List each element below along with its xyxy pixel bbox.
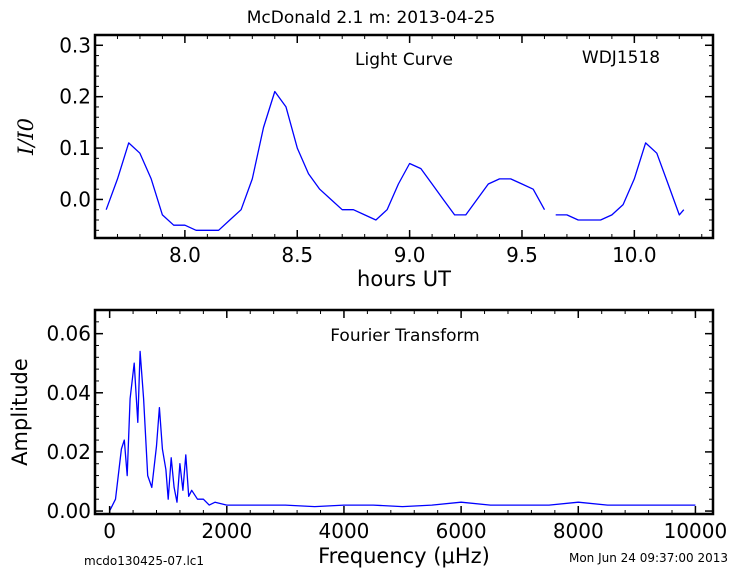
panel-1-annotation: Light Curve: [355, 50, 453, 70]
panel-2-y-tick-label: 0.00: [46, 499, 91, 523]
panel-2-x-tick-label: 6000: [436, 519, 487, 543]
panel-2-x-tick-label: 4000: [319, 519, 370, 543]
data-file-label: mcdo130425-07.lc1: [84, 554, 205, 568]
panel-1-x-tick-label: 8.0: [169, 243, 201, 267]
panel-2-x-tick-label: 10000: [664, 519, 728, 543]
panel-1-series-line-2: [555, 142, 685, 221]
panel-1-y-tick-label: 0.1: [59, 136, 91, 160]
panel-2-annotation: Fourier Transform: [330, 326, 479, 346]
panel-1-x-axis-label: hours UT: [357, 267, 451, 291]
figure-title: McDonald 2.1 m: 2013-04-25: [246, 8, 496, 28]
panel-2-x-tick-label: 8000: [553, 519, 604, 543]
panel-1-y-tick-label: 0.2: [59, 85, 91, 109]
panel-2-series-line-1: [109, 350, 696, 512]
panel-2-y-axis-label: Amplitude: [8, 358, 32, 466]
panel-1-y-tick-label: 0.3: [59, 33, 91, 57]
panel-2-y-tick-label: 0.02: [46, 440, 91, 464]
panel-2-x-tick-label: 0: [103, 519, 116, 543]
panel-1-series-line-1: [105, 90, 546, 231]
panel-1-axes-frame: [93, 33, 715, 240]
panel-1-x-tick-label: 9.0: [394, 243, 426, 267]
panel-1-x-tick-label: 8.5: [281, 243, 313, 267]
panel-2-x-tick-label: 2000: [201, 519, 252, 543]
panel-2-y-tick-label: 0.04: [46, 381, 91, 405]
panel-2-axes-frame: [93, 308, 715, 516]
panel-1-annotation: WDJ1518: [582, 48, 660, 68]
timestamp-label: Mon Jun 24 09:37:00 2013: [568, 551, 728, 565]
panel-1-y-axis-label: I/I0: [14, 118, 38, 156]
panel-2-x-axis-label: Frequency (μHz): [318, 544, 490, 568]
panel-2-y-tick-label: 0.06: [46, 322, 91, 346]
panel-1-x-tick-label: 9.5: [506, 243, 538, 267]
panel-1-y-tick-label: 0.0: [59, 187, 91, 211]
panel-1-x-tick-label: 10.0: [612, 243, 657, 267]
